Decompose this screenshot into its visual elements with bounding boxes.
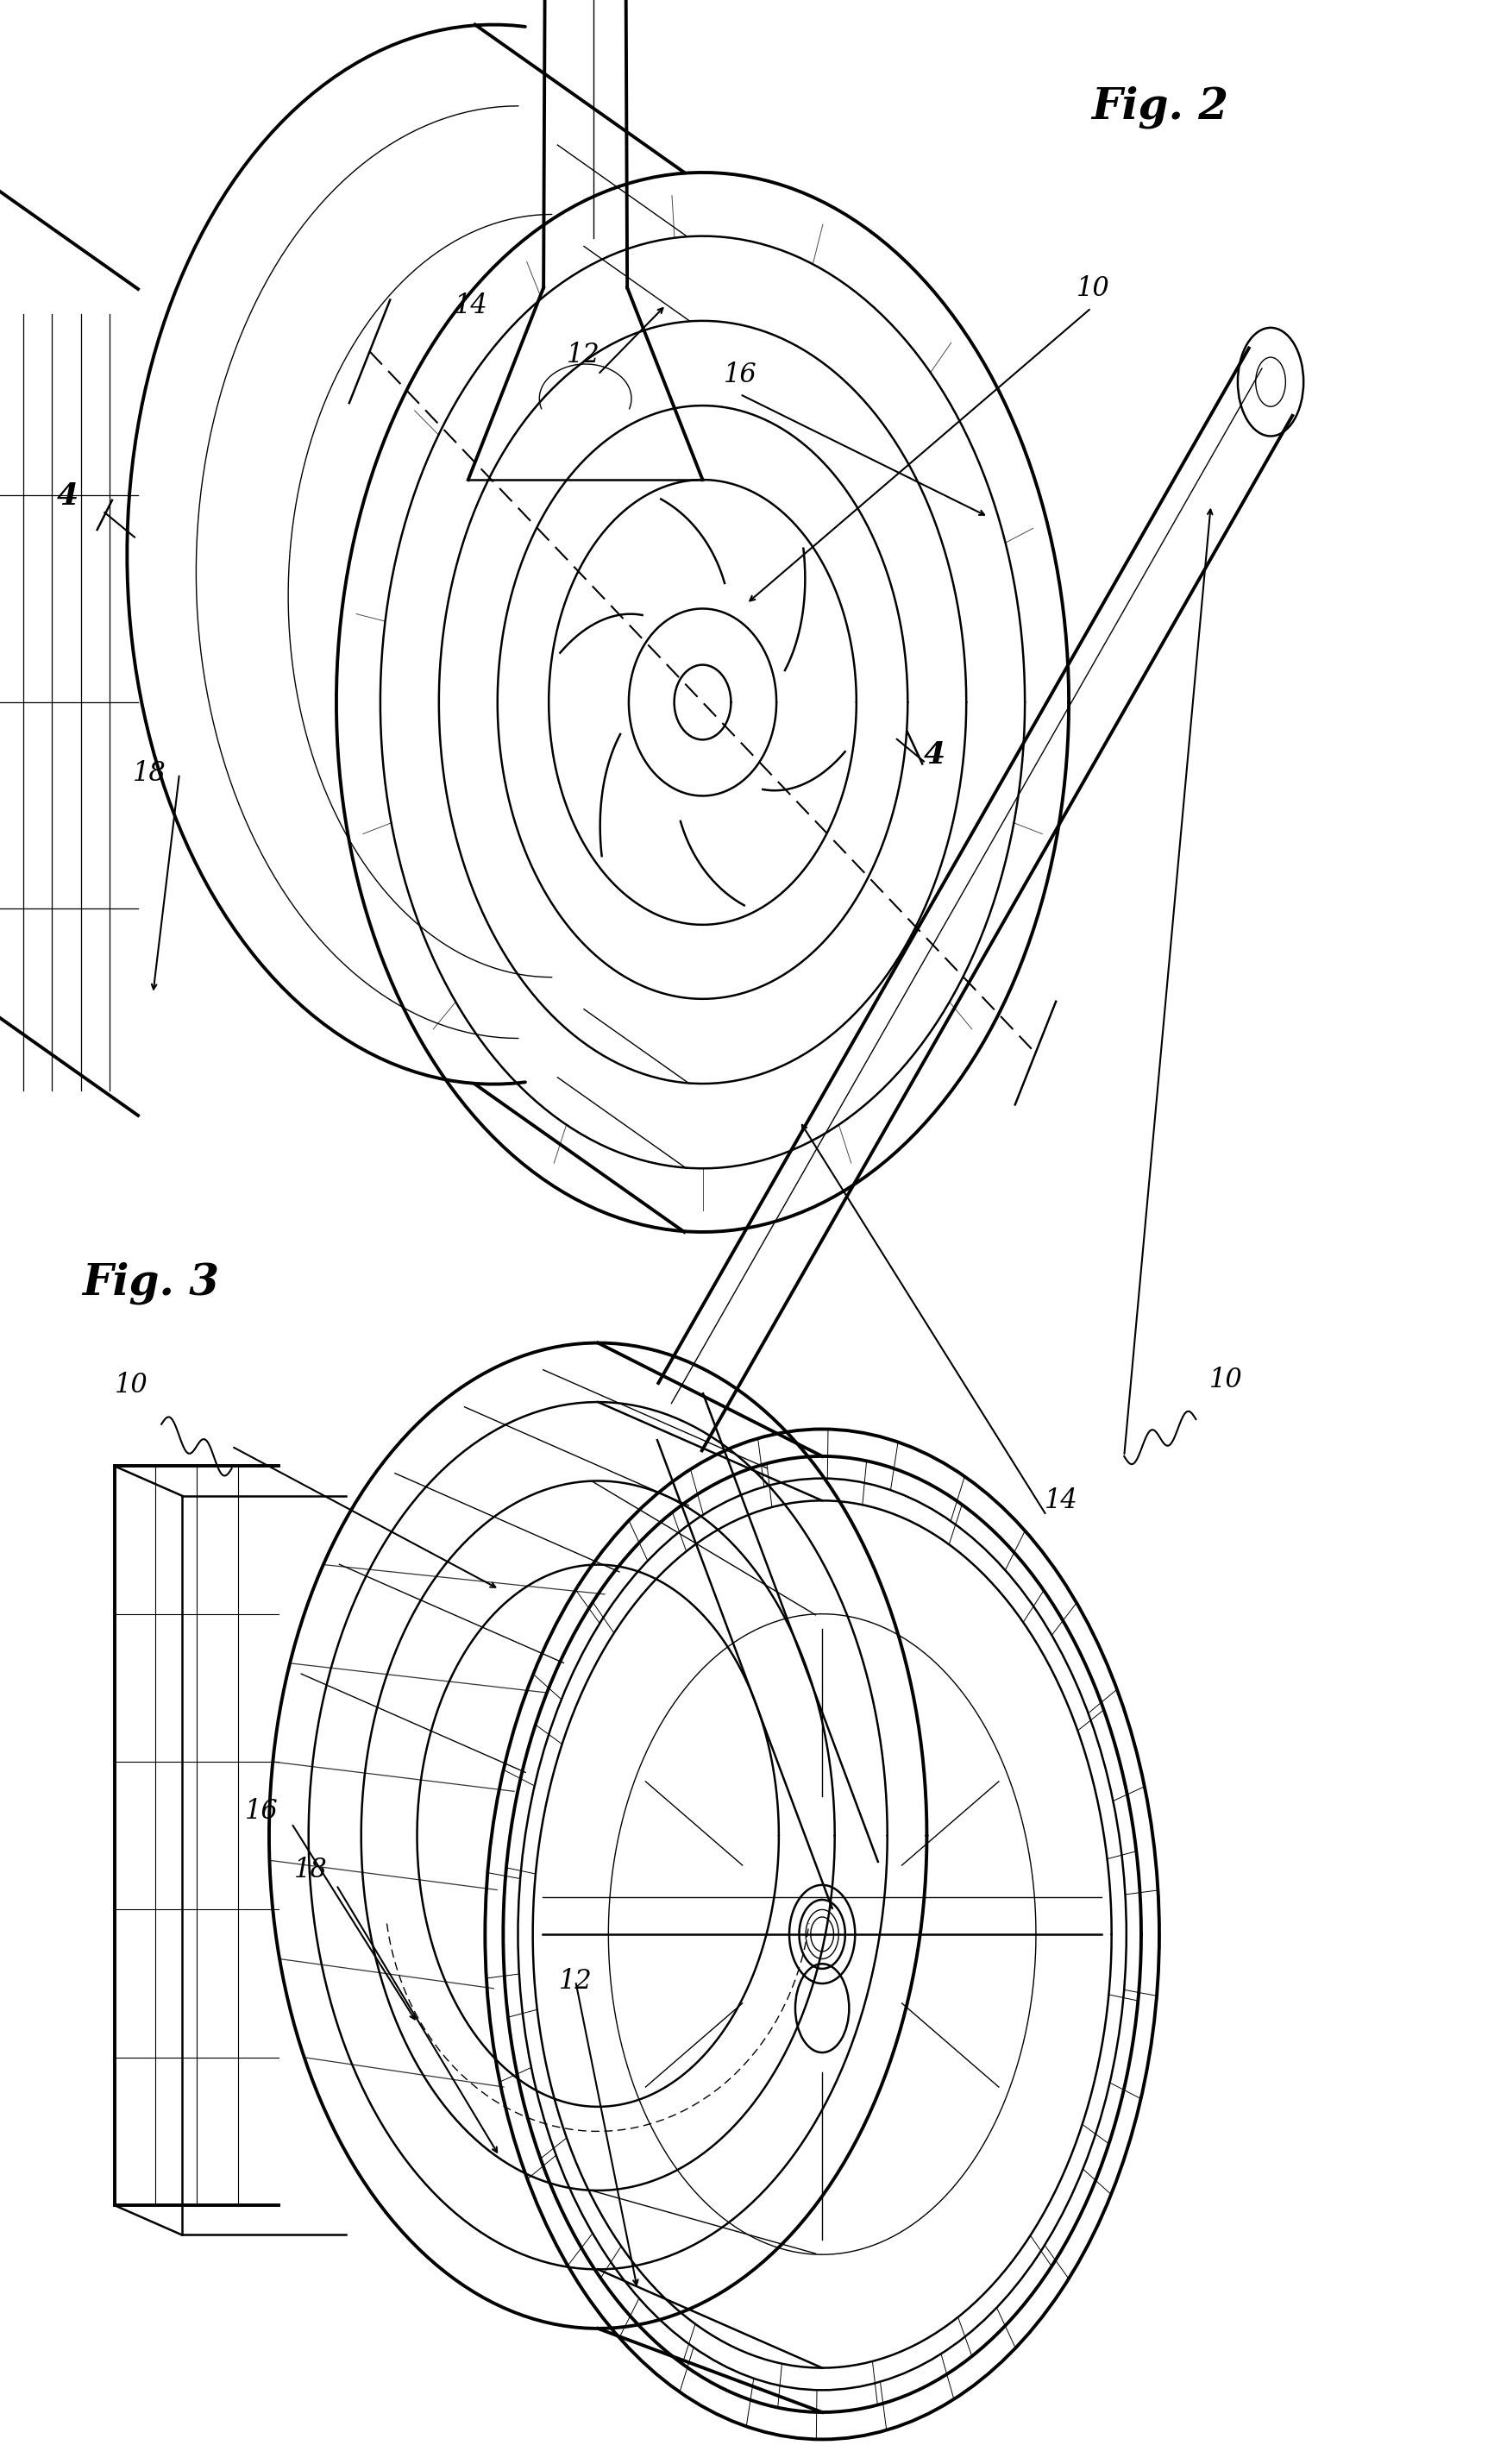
Text: Fig. 3: Fig. 3 xyxy=(82,1262,220,1303)
Text: 18: 18 xyxy=(294,1858,327,1882)
Text: Fig. 2: Fig. 2 xyxy=(1091,86,1228,128)
Text: 16: 16 xyxy=(245,1799,278,1823)
Text: 14: 14 xyxy=(454,293,487,318)
Text: 12: 12 xyxy=(566,342,599,367)
Text: 10: 10 xyxy=(1076,276,1109,301)
Text: 10: 10 xyxy=(1209,1368,1242,1392)
Text: 12: 12 xyxy=(559,1969,592,1993)
Text: 16: 16 xyxy=(723,362,756,387)
Text: 4: 4 xyxy=(923,742,944,769)
Text: 14: 14 xyxy=(1044,1488,1077,1513)
Text: 18: 18 xyxy=(133,761,166,786)
Text: 10: 10 xyxy=(115,1372,148,1397)
Text: 4: 4 xyxy=(57,483,78,510)
